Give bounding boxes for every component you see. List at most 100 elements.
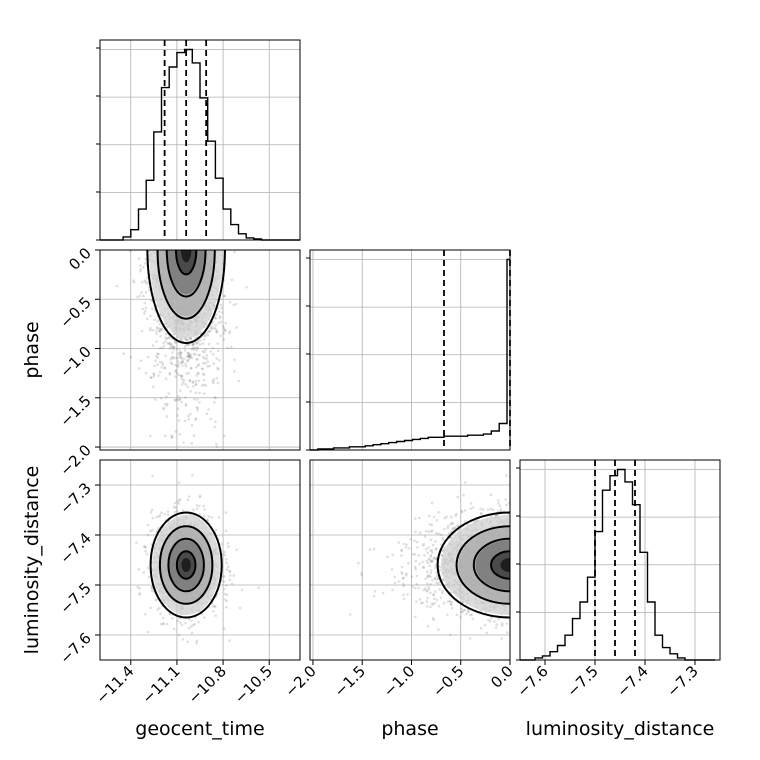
sample-point <box>425 605 429 608</box>
sample-point <box>144 371 148 375</box>
sample-point <box>190 441 193 445</box>
sample-point <box>421 601 424 605</box>
sample-point <box>163 366 166 369</box>
sample-point <box>156 319 159 323</box>
sample-point <box>180 351 183 355</box>
sample-point <box>171 617 174 620</box>
sample-point <box>195 641 198 645</box>
sample-point <box>230 345 233 349</box>
sample-point <box>232 303 236 307</box>
sample-point <box>194 352 197 356</box>
sample-point <box>441 589 444 593</box>
density-contour <box>146 250 226 345</box>
sample-point <box>186 355 190 358</box>
sample-point <box>226 565 230 569</box>
x-tick-label: −7.3 <box>663 662 701 700</box>
sample-point <box>177 419 181 422</box>
sample-point <box>431 617 435 620</box>
sample-point <box>182 357 186 360</box>
sample-point <box>430 549 434 552</box>
sample-point <box>189 337 192 341</box>
sample-point <box>441 591 444 595</box>
sample-point <box>432 593 435 596</box>
sample-point <box>450 521 454 525</box>
sample-point <box>469 507 473 511</box>
sample-point <box>144 280 147 284</box>
sample-point <box>163 513 167 516</box>
sample-point <box>212 378 216 381</box>
sample-point <box>144 291 148 294</box>
sample-point <box>435 531 438 535</box>
sample-point <box>432 557 436 560</box>
sample-point <box>143 279 146 282</box>
sample-point <box>145 276 149 280</box>
sample-point <box>187 354 191 357</box>
sample-point <box>426 575 429 579</box>
sample-point <box>198 343 202 346</box>
sample-point <box>221 575 225 578</box>
sample-point <box>193 346 197 349</box>
sample-point <box>194 380 198 383</box>
sample-point <box>149 529 152 533</box>
sample-point <box>164 333 168 336</box>
sample-point <box>156 356 159 359</box>
sample-point <box>406 593 409 596</box>
sample-point <box>142 571 145 574</box>
sample-point <box>468 637 472 640</box>
sample-point <box>205 412 209 416</box>
sample-point <box>207 408 210 411</box>
sample-point <box>219 320 223 324</box>
sample-point <box>462 609 466 612</box>
sample-point <box>177 362 181 366</box>
sample-point <box>189 355 193 358</box>
sample-point <box>159 346 162 350</box>
sample-point <box>220 306 223 310</box>
sample-point <box>463 509 467 512</box>
sample-point <box>187 418 191 421</box>
sample-point <box>158 370 162 374</box>
sample-point <box>166 513 170 516</box>
sample-point <box>207 515 210 518</box>
sample-point <box>129 250 132 253</box>
sample-point <box>171 357 175 360</box>
sample-point <box>213 605 217 609</box>
sample-point <box>411 585 414 588</box>
x-tick-label: −11.1 <box>139 662 184 707</box>
sample-point <box>217 321 220 325</box>
sample-point <box>226 346 229 350</box>
sample-point <box>500 622 504 625</box>
sample-point <box>193 348 196 351</box>
panel-phase-luminosity_distance <box>349 474 510 640</box>
sample-point <box>165 404 169 407</box>
sample-point <box>151 516 155 520</box>
sample-point <box>143 301 147 305</box>
sample-point <box>177 352 180 355</box>
y-tick-label: −7.6 <box>56 629 94 667</box>
panel-geocent_time-luminosity_distance <box>135 474 261 645</box>
sample-point <box>177 373 181 377</box>
y-tick-label: −1.5 <box>56 392 94 430</box>
sample-point <box>426 582 429 585</box>
sample-point <box>187 351 190 355</box>
sample-point <box>188 379 192 382</box>
sample-point <box>187 343 190 347</box>
sample-point <box>181 638 185 641</box>
sample-point <box>214 327 217 331</box>
sample-point <box>151 528 154 532</box>
sample-point <box>418 562 421 566</box>
sample-point <box>137 567 141 571</box>
sample-point <box>177 395 180 398</box>
sample-point <box>434 566 437 570</box>
sample-point <box>147 575 151 579</box>
sample-point <box>216 381 220 385</box>
sample-point <box>142 294 145 298</box>
sample-point <box>143 312 146 315</box>
sample-point <box>202 373 206 377</box>
sample-point <box>373 590 377 593</box>
sample-point <box>430 560 433 564</box>
sample-point <box>423 535 427 538</box>
sample-point <box>143 262 147 265</box>
y-tick-label: −1.0 <box>56 343 94 381</box>
sample-point <box>185 359 189 362</box>
